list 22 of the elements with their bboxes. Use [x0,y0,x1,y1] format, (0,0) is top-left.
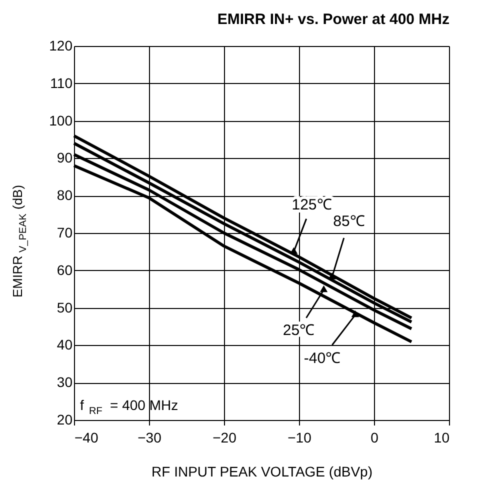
chart-title: EMIRR IN+ vs. Power at 400 MHz [217,11,450,28]
y-axis-title: EMIRRV_PEAK (dB) [10,184,29,298]
y-tick-label: 110 [50,74,73,91]
annotation: 85℃ [333,213,365,230]
y-tick-label: 20 [56,412,73,428]
x-tick-label: −20 [212,430,237,446]
x-tick-label: −30 [138,430,162,446]
y-tick-label: 70 [56,224,73,240]
y-tick-label: 30 [56,374,73,390]
y-tick-label: 120 [49,38,73,54]
annotation: -40℃ [304,350,341,367]
y-tick-label: 50 [56,299,73,316]
x-tick-label: −10 [288,430,312,446]
y-tick-label: 100 [49,112,73,128]
y-tick-label: 90 [56,150,73,166]
x-tick-label: −40 [74,430,98,446]
x-tick-label: 10 [434,430,450,446]
x-tick-label: 0 [370,430,379,446]
x-axis-title: RF INPUT PEAK VOLTAGE (dBVp) [152,464,372,480]
y-tick-label: 40 [56,336,73,353]
y-tick-label: 80 [56,187,73,204]
y-tick-label: 60 [56,262,73,278]
